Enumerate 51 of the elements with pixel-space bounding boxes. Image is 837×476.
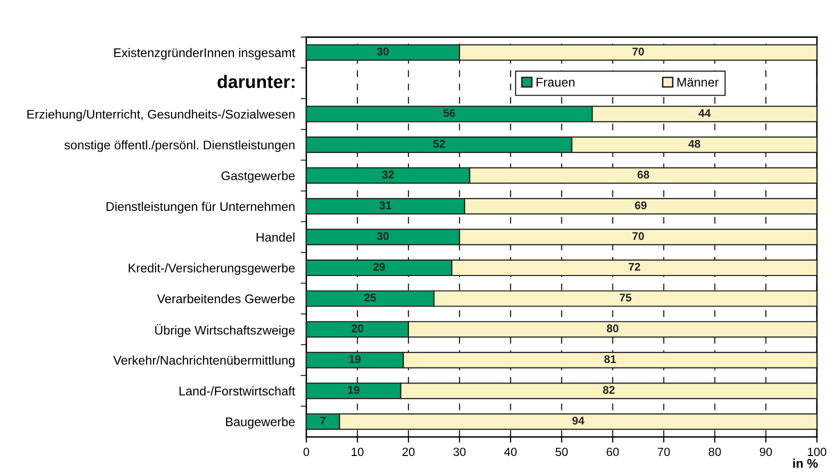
- x-tick-label: 10: [352, 448, 364, 456]
- x-tick-label: 60: [606, 448, 619, 456]
- y-tick-label: Gastgewerbe: [222, 171, 295, 183]
- x-axis-title: in %: [793, 458, 818, 468]
- x-tick-label: 50: [556, 448, 568, 456]
- data-label: 81: [604, 355, 616, 364]
- data-label: 31: [380, 201, 392, 210]
- x-tick-label: 80: [708, 448, 721, 456]
- data-label: 29: [373, 262, 385, 271]
- data-label: 82: [603, 386, 615, 394]
- data-label: 19: [349, 355, 361, 364]
- y-tick-label: Handel: [256, 232, 294, 242]
- data-label: 68: [638, 170, 650, 179]
- y-tick-label: Erziehung/Unterricht, Gesundheits-/Sozialwesen: [27, 109, 294, 122]
- y-tick-label: Kredit-/Versicherungsgewerbe: [128, 263, 295, 275]
- data-label: 30: [377, 48, 389, 56]
- data-label: 70: [632, 48, 644, 56]
- text: darunter:: [218, 74, 294, 88]
- legend-label: Frauen: [536, 78, 574, 87]
- x-tick-label: 40: [504, 448, 517, 456]
- data-label: 80: [606, 324, 618, 332]
- y-tick-label: ExistenzgründerInnen insgesamt: [114, 48, 296, 60]
- y-tick-label: Verkehr/Nachrichtenübermittlung: [113, 356, 294, 368]
- legend-label: Männer: [677, 78, 719, 87]
- data-label: 30: [377, 232, 389, 240]
- data-label: 94: [572, 416, 584, 425]
- data-label: 52: [433, 140, 445, 148]
- data-label: 56: [443, 109, 456, 118]
- data-label: 32: [382, 170, 394, 179]
- data-label: 70: [632, 232, 644, 240]
- x-tick-label: 30: [453, 448, 466, 456]
- data-label: 25: [364, 294, 376, 302]
- data-label: 69: [634, 201, 647, 210]
- y-tick-label: Baugewerbe: [226, 417, 295, 429]
- data-label: 72: [628, 262, 640, 271]
- data-label: 48: [688, 140, 700, 148]
- y-tick-label: Verarbeitendes Gewerbe: [157, 294, 295, 304]
- y-tick-label: Land-/Forstwirtschaft: [180, 386, 296, 396]
- y-tick-label: Übrige Wirtschaftszweige: [155, 324, 295, 338]
- x-tick-label: 90: [760, 448, 772, 456]
- data-label: 19: [348, 386, 360, 394]
- x-tick-label: 70: [658, 448, 670, 456]
- data-label: 20: [352, 324, 364, 332]
- data-label: 7: [320, 416, 326, 424]
- data-label: 44: [698, 109, 711, 117]
- data-label: 75: [620, 294, 632, 302]
- y-tick-label: Dienstleistungen für Unternehmen: [106, 202, 294, 214]
- x-tick-label: 100: [808, 448, 826, 456]
- x-tick-label: 0: [304, 448, 310, 456]
- y-tick-label: sonstige öffentl./persönl. Dienstleistungen: [64, 140, 294, 152]
- x-tick-label: 20: [402, 448, 415, 456]
